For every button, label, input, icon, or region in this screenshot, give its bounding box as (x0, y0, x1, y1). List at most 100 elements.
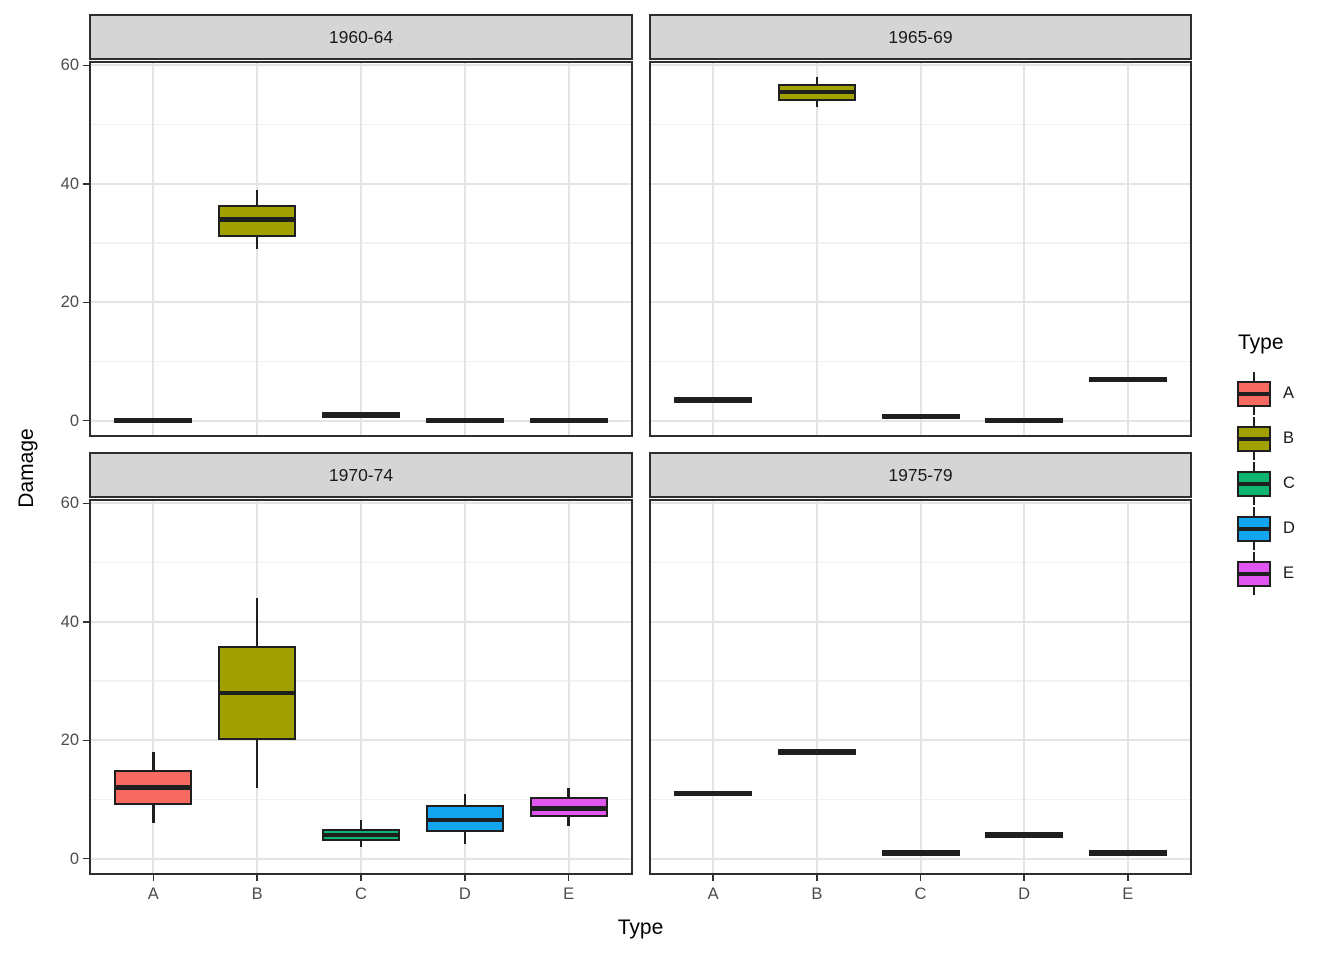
boxplot-flat-line-C (881, 413, 960, 420)
x-tick-mark (152, 875, 155, 881)
facet-strip: 1970-74 (89, 452, 633, 498)
facet-panel (649, 61, 1192, 437)
boxplot-flat-line-A (114, 417, 193, 424)
gridline-major-x (712, 63, 715, 435)
legend-label: A (1283, 384, 1295, 402)
y-tick-label: 40 (60, 174, 79, 193)
boxplot-key-icon (1236, 371, 1272, 416)
y-tick-label: 40 (60, 612, 79, 631)
y-tick-mark (83, 857, 89, 860)
legend-key-median (1237, 526, 1271, 531)
gridline-major-x (1023, 63, 1026, 435)
legend-items: A B C D E (1236, 371, 1295, 596)
x-tick-label: A (707, 885, 719, 903)
x-axis-title: Type (617, 916, 664, 939)
gridline-major-x (463, 501, 466, 873)
legend-item: B (1236, 416, 1295, 461)
x-tick-mark (1023, 875, 1025, 881)
facet-strip-label: 1965-69 (888, 26, 953, 47)
gridline-major-x (360, 63, 362, 435)
facet-panel (649, 499, 1192, 875)
gridline-major-x (567, 63, 570, 435)
boxplot-flat-line-D (985, 417, 1064, 424)
legend-item: D (1236, 506, 1295, 551)
legend-title: Type (1238, 331, 1284, 354)
gridline-major-x (815, 63, 818, 435)
boxplot-flat-line-B (777, 749, 856, 755)
x-tick-mark (816, 875, 818, 881)
boxplot-flat-line-E (529, 417, 608, 424)
y-tick-mark (83, 64, 89, 67)
legend-label: B (1283, 429, 1295, 447)
gridline-major-x (1023, 501, 1026, 873)
boxplot-key-icon (1236, 551, 1272, 596)
legend-item: C (1236, 461, 1295, 506)
boxplot-key-icon (1236, 416, 1272, 461)
x-tick-mark (919, 875, 922, 881)
facet-strip-label: 1970-74 (328, 464, 394, 485)
facet-strip-label: 1975-79 (888, 464, 953, 485)
y-tick-mark (83, 621, 89, 623)
gridline-major-x (463, 63, 466, 435)
x-tick-mark (360, 875, 362, 881)
boxplot-median-B (779, 89, 854, 95)
facet-panel (89, 499, 633, 875)
x-tick-mark (712, 875, 714, 881)
y-tick-label: 0 (69, 849, 79, 868)
gridline-major-x (815, 501, 818, 873)
x-tick-mark (464, 875, 466, 881)
gridline-major-x (712, 501, 715, 873)
legend-label: E (1283, 564, 1295, 582)
boxplot-flat-line-A (674, 397, 753, 403)
boxplot-median-B (220, 217, 295, 222)
y-tick-label: 0 (69, 411, 79, 430)
facet-strip: 1960-64 (89, 14, 633, 60)
legend-key-median (1237, 571, 1271, 576)
facet-panel (89, 61, 633, 437)
x-tick-mark (256, 875, 258, 881)
boxplot-flat-line-D (985, 832, 1064, 838)
boxplot-median-E (531, 806, 606, 811)
x-tick-label: C (355, 885, 367, 903)
boxplot-flat-line-E (1088, 850, 1167, 856)
boxplot-flat-line-E (1088, 376, 1167, 383)
legend-key-median (1237, 391, 1271, 396)
gridline-major-x (567, 501, 570, 873)
boxplot-flat-line-A (674, 790, 753, 797)
legend-item: A (1236, 371, 1295, 416)
facet-strip-label: 1960-64 (328, 26, 394, 47)
y-tick-label: 60 (60, 56, 79, 75)
y-tick-mark (83, 419, 89, 422)
gridline-major-x (360, 501, 362, 873)
boxplot-key-icon (1236, 461, 1272, 506)
legend-key-median (1237, 481, 1271, 486)
boxplot-flat-line-D (425, 417, 504, 424)
legend: Type A B C D E (1236, 331, 1295, 596)
x-tick-label: E (563, 885, 575, 903)
legend-item: E (1236, 551, 1295, 596)
x-tick-mark (567, 875, 570, 881)
x-tick-label: C (914, 885, 927, 903)
gridline-major-x (1126, 501, 1129, 873)
gridline-major-x (152, 501, 155, 873)
gridline-major-x (256, 63, 259, 435)
legend-key-median (1237, 436, 1271, 441)
y-tick-label: 60 (60, 494, 79, 513)
legend-label: D (1283, 519, 1295, 537)
boxplot-median-C (324, 832, 398, 838)
y-tick-mark (83, 183, 89, 185)
x-tick-mark (1127, 875, 1129, 881)
y-tick-mark (83, 301, 89, 304)
boxplot-median-B (220, 690, 295, 696)
boxplot-key-icon (1236, 506, 1272, 551)
boxplot-flat-line-C (322, 412, 400, 418)
facet-strip: 1975-79 (649, 452, 1192, 498)
boxplot-flat-line-C (881, 850, 960, 856)
boxplot-median-A (116, 785, 191, 790)
x-tick-label: B (251, 885, 263, 903)
x-tick-label: B (811, 885, 823, 903)
y-tick-mark (83, 739, 89, 742)
legend-label: C (1283, 474, 1295, 492)
gridline-major-x (152, 63, 155, 435)
